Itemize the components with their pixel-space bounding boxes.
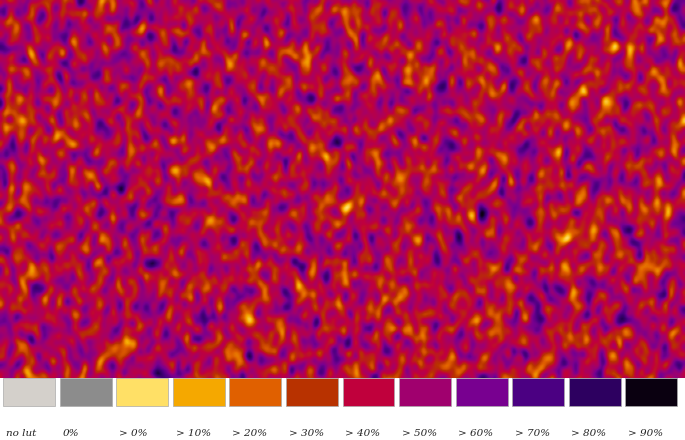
Bar: [3, 378, 55, 406]
Text: no lut: no lut: [6, 429, 36, 438]
Bar: [342, 378, 395, 406]
Bar: [569, 378, 621, 406]
Bar: [512, 378, 564, 406]
Text: > 10%: > 10%: [176, 429, 211, 438]
Bar: [456, 378, 508, 406]
Text: > 50%: > 50%: [402, 429, 437, 438]
Text: > 0%: > 0%: [119, 429, 148, 438]
Bar: [399, 378, 451, 406]
Text: > 40%: > 40%: [345, 429, 380, 438]
Text: > 80%: > 80%: [571, 429, 606, 438]
Text: > 90%: > 90%: [628, 429, 663, 438]
Text: > 30%: > 30%: [289, 429, 324, 438]
Text: > 60%: > 60%: [458, 429, 493, 438]
Bar: [286, 378, 338, 406]
Text: 0%: 0%: [63, 429, 79, 438]
Bar: [60, 378, 112, 406]
Text: > 20%: > 20%: [232, 429, 267, 438]
Text: > 70%: > 70%: [515, 429, 550, 438]
Bar: [625, 378, 677, 406]
Bar: [229, 378, 282, 406]
Bar: [173, 378, 225, 406]
Bar: [116, 378, 169, 406]
